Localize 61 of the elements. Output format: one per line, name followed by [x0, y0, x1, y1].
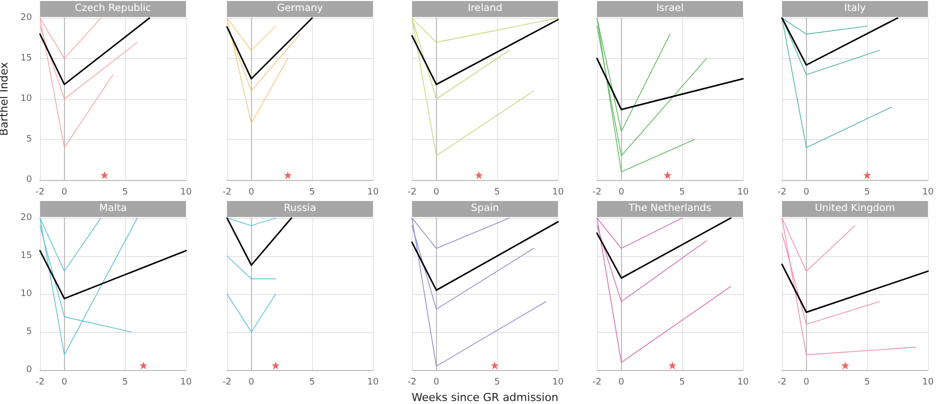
x-tick-label: 0	[618, 378, 624, 388]
x-tick-label: 5	[494, 188, 500, 198]
y-tick-label: 0	[26, 175, 32, 185]
x-tick-label: -2	[592, 188, 602, 198]
y-tick-label: 15	[20, 54, 32, 64]
x-tick-label: 0	[803, 378, 810, 388]
x-tick-label: 10	[922, 188, 934, 198]
x-tick-label: -2	[778, 378, 786, 388]
x-tick-label: -2	[408, 188, 416, 198]
x-tick-label: 5	[122, 378, 128, 388]
chart-title: Ireland	[412, 1, 558, 17]
y-tick-label: 20	[20, 213, 32, 223]
y-tick-label: 5	[26, 134, 32, 144]
x-tick-label: -2	[222, 188, 232, 198]
x-tick-label: -2	[778, 188, 786, 198]
x-tick-label: 10	[552, 378, 564, 388]
x-tick-label: -2	[222, 378, 232, 388]
x-tick-label: 5	[309, 378, 316, 388]
x-tick-label: 0	[61, 378, 68, 388]
y-tick-label: 20	[20, 13, 32, 23]
x-tick-label: 10	[367, 188, 379, 198]
x-tick-label: 5	[309, 188, 316, 198]
x-tick-label: 0	[248, 188, 254, 198]
x-axis-title: Weeks since GR admission	[412, 390, 558, 404]
x-tick-label: 0	[433, 378, 440, 388]
chart-title: United Kingdom	[782, 201, 928, 217]
y-tick-label: 0	[26, 365, 32, 375]
x-tick-label: 0	[248, 378, 254, 388]
x-tick-label: -2	[408, 378, 416, 388]
x-tick-label: 0	[61, 188, 68, 198]
chart-title: Russia	[227, 201, 373, 217]
x-tick-label: 10	[180, 188, 192, 198]
x-tick-label: -2	[36, 188, 44, 198]
x-tick-label: -2	[36, 378, 44, 388]
x-tick-label: 10	[367, 378, 379, 388]
x-tick-label: 5	[864, 188, 870, 198]
y-tick-label: 10	[20, 289, 32, 299]
x-tick-label: 0	[433, 188, 440, 198]
x-tick-label: 5	[679, 188, 686, 198]
x-tick-label: -2	[592, 378, 602, 388]
chart-title: The Netherlands	[597, 201, 743, 217]
x-tick-label: 5	[122, 188, 128, 198]
chart-title: Malta	[40, 201, 186, 217]
y-tick-label: 5	[26, 327, 32, 337]
x-tick-label: 10	[737, 188, 749, 198]
x-tick-label: 0	[618, 188, 624, 198]
x-tick-label: 10	[922, 378, 934, 388]
x-tick-label: 5	[679, 378, 686, 388]
y-tick-label: 15	[20, 251, 32, 261]
x-tick-label: 5	[864, 378, 870, 388]
chart-title: Czech Republic	[40, 1, 186, 17]
chart-title: Italy	[782, 1, 928, 17]
x-tick-label: 10	[737, 378, 749, 388]
y-tick-label: 10	[20, 94, 32, 104]
chart-title: Israel	[597, 1, 743, 17]
chart-title: Spain	[412, 201, 558, 217]
x-tick-label: 10	[552, 188, 564, 198]
x-tick-label: 0	[803, 188, 810, 198]
chart-title: Germany	[227, 1, 373, 17]
x-tick-label: 5	[494, 378, 500, 388]
x-tick-label: 10	[180, 378, 192, 388]
